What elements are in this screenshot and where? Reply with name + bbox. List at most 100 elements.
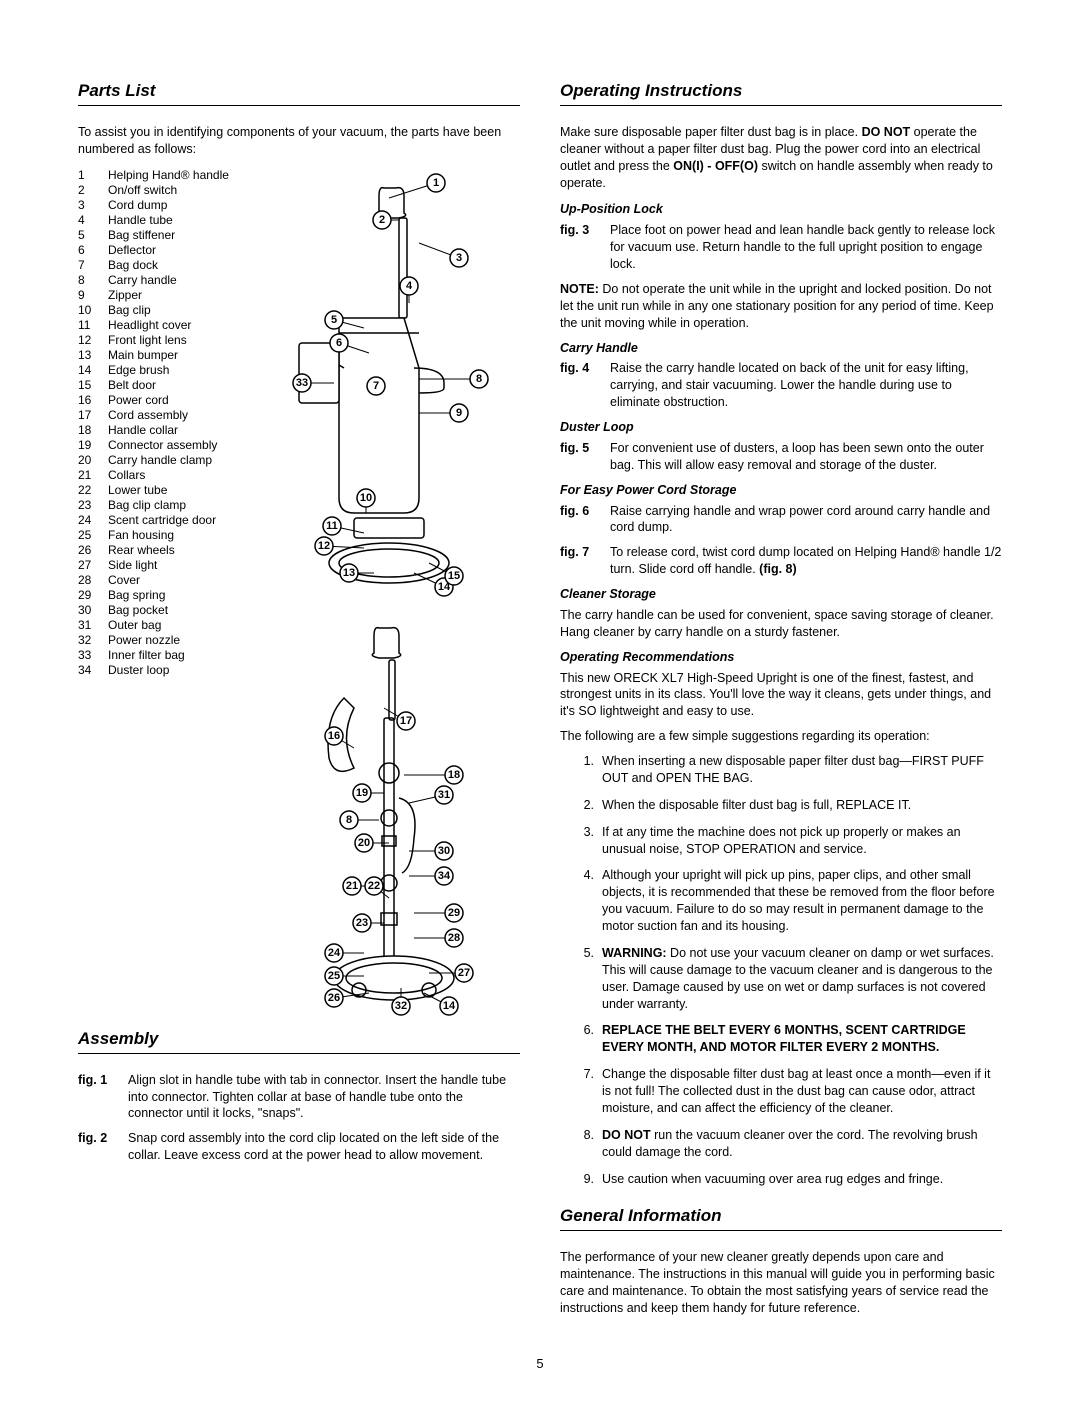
svg-text:14: 14 bbox=[443, 1000, 456, 1012]
assembly-step: fig. 2Snap cord assembly into the cord c… bbox=[78, 1130, 520, 1164]
op-fig-row: fig. 4Raise the carry handle located on … bbox=[560, 360, 1002, 411]
parts-list-row: 29Bag spring bbox=[78, 588, 248, 603]
parts-list-row: 18Handle collar bbox=[78, 423, 248, 438]
parts-list-row: 9Zipper bbox=[78, 288, 248, 303]
diagram-top: 12345633789101112131415 bbox=[284, 168, 494, 598]
rec-row: 5.WARNING: Do not use your vacuum cleane… bbox=[560, 945, 1002, 1013]
op-note: NOTE: Do not operate the unit while in t… bbox=[560, 281, 1002, 332]
parts-list-row: 10Bag clip bbox=[78, 303, 248, 318]
svg-text:9: 9 bbox=[456, 407, 462, 419]
svg-text:17: 17 bbox=[400, 715, 412, 727]
svg-text:29: 29 bbox=[448, 907, 460, 919]
parts-list-row: 17Cord assembly bbox=[78, 408, 248, 423]
op-fig-row: fig. 6Raise carrying handle and wrap pow… bbox=[560, 503, 1002, 537]
rec-row: 2.When the disposable filter dust bag is… bbox=[560, 797, 1002, 814]
parts-list-row: 15Belt door bbox=[78, 378, 248, 393]
parts-intro: To assist you in identifying components … bbox=[78, 124, 520, 158]
rec-row: 6.REPLACE THE BELT EVERY 6 MONTHS, SCENT… bbox=[560, 1022, 1002, 1056]
parts-list-row: 31Outer bag bbox=[78, 618, 248, 633]
general-heading: General Information bbox=[560, 1205, 1002, 1231]
parts-list-row: 2On/off switch bbox=[78, 183, 248, 198]
op-body: The carry handle can be used for conveni… bbox=[560, 607, 1002, 641]
parts-list-row: 7Bag dock bbox=[78, 258, 248, 273]
op-subheading: Cleaner Storage bbox=[560, 586, 1002, 603]
svg-text:24: 24 bbox=[328, 947, 341, 959]
svg-text:18: 18 bbox=[448, 769, 460, 781]
svg-text:33: 33 bbox=[296, 377, 308, 389]
parts-list-row: 27Side light bbox=[78, 558, 248, 573]
svg-text:16: 16 bbox=[328, 730, 340, 742]
op-fig-row: fig. 5For convenient use of dusters, a l… bbox=[560, 440, 1002, 474]
parts-list: 1Helping Hand® handle2On/off switch3Cord… bbox=[78, 168, 248, 1018]
parts-list-row: 19Connector assembly bbox=[78, 438, 248, 453]
recs-intro-2: The following are a few simple suggestio… bbox=[560, 728, 1002, 745]
parts-list-row: 14Edge brush bbox=[78, 363, 248, 378]
parts-list-row: 22Lower tube bbox=[78, 483, 248, 498]
parts-list-row: 1Helping Hand® handle bbox=[78, 168, 248, 183]
operating-heading: Operating Instructions bbox=[560, 80, 1002, 106]
svg-text:6: 6 bbox=[336, 337, 342, 349]
parts-diagram: 12345633789101112131415 bbox=[258, 168, 520, 1018]
parts-list-row: 13Main bumper bbox=[78, 348, 248, 363]
parts-list-row: 5Bag stiffener bbox=[78, 228, 248, 243]
recs-heading: Operating Recommendations bbox=[560, 649, 1002, 666]
svg-text:13: 13 bbox=[343, 567, 355, 579]
parts-list-row: 8Carry handle bbox=[78, 273, 248, 288]
parts-list-row: 26Rear wheels bbox=[78, 543, 248, 558]
parts-list-row: 3Cord dump bbox=[78, 198, 248, 213]
parts-list-row: 33Inner filter bag bbox=[78, 648, 248, 663]
svg-text:30: 30 bbox=[438, 845, 450, 857]
svg-text:1: 1 bbox=[433, 177, 439, 189]
parts-list-row: 34Duster loop bbox=[78, 663, 248, 678]
svg-text:27: 27 bbox=[458, 967, 470, 979]
diagram-bottom: 161718198312030342122292328242725263214 bbox=[284, 618, 494, 1018]
parts-list-row: 16Power cord bbox=[78, 393, 248, 408]
svg-text:15: 15 bbox=[448, 570, 460, 582]
operating-intro: Make sure disposable paper filter dust b… bbox=[560, 124, 1002, 192]
general-body: The performance of your new cleaner grea… bbox=[560, 1249, 1002, 1317]
svg-text:32: 32 bbox=[395, 1000, 407, 1012]
op-subheading: Up-Position Lock bbox=[560, 201, 1002, 218]
rec-row: 3.If at any time the machine does not pi… bbox=[560, 824, 1002, 858]
svg-text:28: 28 bbox=[448, 932, 460, 944]
parts-list-row: 21Collars bbox=[78, 468, 248, 483]
svg-text:31: 31 bbox=[438, 789, 450, 801]
svg-text:8: 8 bbox=[476, 373, 482, 385]
op-subheading: Carry Handle bbox=[560, 340, 1002, 357]
parts-list-row: 25Fan housing bbox=[78, 528, 248, 543]
rec-row: 8.DO NOT run the vacuum cleaner over the… bbox=[560, 1127, 1002, 1161]
svg-text:23: 23 bbox=[356, 917, 368, 929]
svg-text:19: 19 bbox=[356, 787, 368, 799]
rec-row: 4.Although your upright will pick up pin… bbox=[560, 867, 1002, 935]
svg-text:26: 26 bbox=[328, 992, 340, 1004]
rec-row: 7.Change the disposable filter dust bag … bbox=[560, 1066, 1002, 1117]
parts-list-row: 24Scent cartridge door bbox=[78, 513, 248, 528]
svg-text:34: 34 bbox=[438, 870, 451, 882]
recs-intro-1: This new ORECK XL7 High-Speed Upright is… bbox=[560, 670, 1002, 721]
parts-list-row: 30Bag pocket bbox=[78, 603, 248, 618]
svg-text:21: 21 bbox=[346, 880, 358, 892]
parts-list-row: 20Carry handle clamp bbox=[78, 453, 248, 468]
svg-text:2: 2 bbox=[379, 214, 385, 226]
parts-list-row: 6Deflector bbox=[78, 243, 248, 258]
op-fig-row: fig. 3Place foot on power head and lean … bbox=[560, 222, 1002, 273]
rec-row: 1.When inserting a new disposable paper … bbox=[560, 753, 1002, 787]
parts-list-row: 23Bag clip clamp bbox=[78, 498, 248, 513]
parts-list-heading: Parts List bbox=[78, 80, 520, 106]
svg-text:20: 20 bbox=[358, 837, 370, 849]
svg-text:8: 8 bbox=[346, 814, 352, 826]
parts-list-row: 12Front light lens bbox=[78, 333, 248, 348]
parts-list-row: 28Cover bbox=[78, 573, 248, 588]
svg-text:11: 11 bbox=[326, 520, 338, 532]
svg-text:3: 3 bbox=[456, 252, 462, 264]
page-number: 5 bbox=[78, 1355, 1002, 1373]
svg-text:12: 12 bbox=[318, 540, 330, 552]
op-subheading: Duster Loop bbox=[560, 419, 1002, 436]
parts-list-row: 4Handle tube bbox=[78, 213, 248, 228]
op-subheading: For Easy Power Cord Storage bbox=[560, 482, 1002, 499]
svg-text:5: 5 bbox=[331, 314, 337, 326]
svg-text:25: 25 bbox=[328, 970, 340, 982]
rec-row: 9.Use caution when vacuuming over area r… bbox=[560, 1171, 1002, 1188]
svg-text:7: 7 bbox=[373, 380, 379, 392]
assembly-step: fig. 1Align slot in handle tube with tab… bbox=[78, 1072, 520, 1123]
